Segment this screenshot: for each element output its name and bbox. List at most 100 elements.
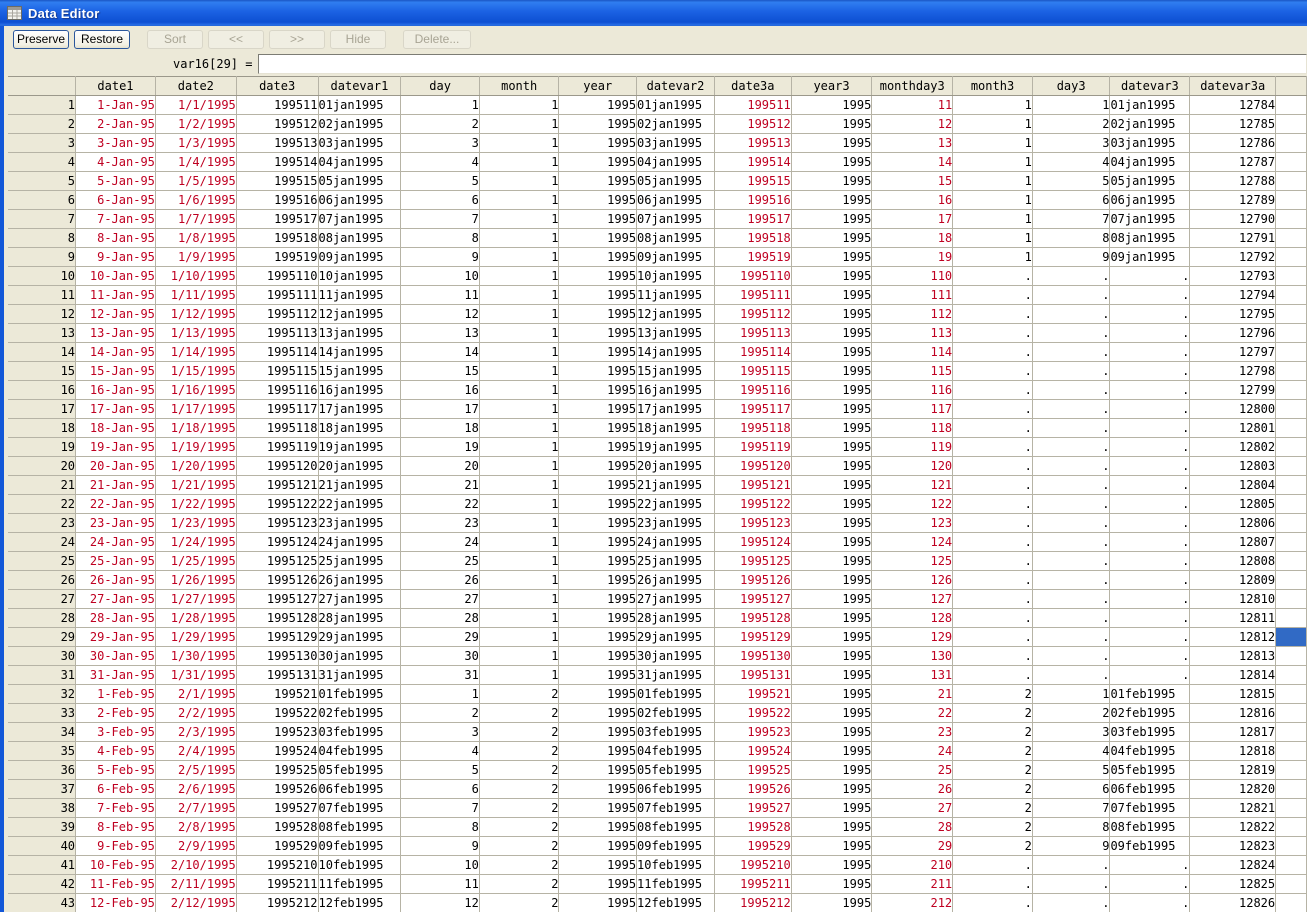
cell-datevar3a[interactable]: 12826 bbox=[1189, 893, 1277, 912]
cell-datevar1[interactable]: 11jan1995 bbox=[318, 285, 402, 305]
cell-date3a[interactable]: 199511 bbox=[714, 95, 792, 115]
cell-datevar3a[interactable]: 12824 bbox=[1189, 855, 1277, 875]
cell-date3a[interactable]: 199521 bbox=[714, 684, 792, 704]
row-number[interactable]: 29 bbox=[8, 627, 77, 647]
row-number[interactable]: 39 bbox=[8, 817, 77, 837]
cell-month3[interactable]: 2 bbox=[952, 741, 1033, 761]
cell-day[interactable]: 1 bbox=[400, 684, 480, 704]
cell-datevar1[interactable]: 01feb1995 bbox=[318, 684, 402, 704]
cell-date3[interactable]: 1995124 bbox=[236, 532, 319, 552]
shift-right-button[interactable]: >> bbox=[269, 29, 325, 49]
cell-datevar3a[interactable]: 12805 bbox=[1189, 494, 1277, 514]
cell-datevar1[interactable]: 17jan1995 bbox=[318, 399, 402, 419]
cell-month[interactable]: 2 bbox=[479, 893, 560, 912]
cell-date2[interactable]: 1/19/1995 bbox=[155, 437, 237, 457]
cell-datevar2[interactable]: 28jan1995 bbox=[636, 608, 715, 628]
cell-year[interactable]: 1995 bbox=[558, 646, 638, 666]
cell-year[interactable]: 1995 bbox=[558, 627, 638, 647]
row-number[interactable]: 20 bbox=[8, 456, 77, 476]
cell-datevar2[interactable]: 13jan1995 bbox=[636, 323, 715, 343]
cell-day3[interactable]: 7 bbox=[1032, 209, 1111, 229]
cell-datevar1[interactable]: 25jan1995 bbox=[318, 551, 402, 571]
cell-month[interactable]: 1 bbox=[479, 209, 560, 229]
cell-datevar2[interactable]: 03jan1995 bbox=[636, 133, 715, 153]
cell-month[interactable]: 2 bbox=[479, 684, 560, 704]
cell-month3[interactable]: 2 bbox=[952, 684, 1033, 704]
row-number[interactable]: 6 bbox=[8, 190, 77, 210]
cell-date2[interactable]: 1/17/1995 bbox=[155, 399, 237, 419]
cell-empty[interactable] bbox=[1275, 171, 1307, 191]
cell-empty[interactable] bbox=[1275, 399, 1307, 419]
cell-datevar3a[interactable]: 12809 bbox=[1189, 570, 1277, 590]
cell-date2[interactable]: 2/4/1995 bbox=[155, 741, 237, 761]
cell-datevar3[interactable]: . bbox=[1109, 627, 1191, 647]
cell-date3[interactable]: 199517 bbox=[236, 209, 319, 229]
cell-monthday3[interactable]: 29 bbox=[871, 836, 954, 856]
cell-month[interactable]: 1 bbox=[479, 304, 560, 324]
cell-day3[interactable]: . bbox=[1032, 874, 1111, 894]
cell-day[interactable]: 9 bbox=[400, 836, 480, 856]
cell-datevar1[interactable]: 20jan1995 bbox=[318, 456, 402, 476]
cell-date2[interactable]: 1/14/1995 bbox=[155, 342, 237, 362]
cell-month[interactable]: 1 bbox=[479, 532, 560, 552]
cell-date1[interactable]: 3-Feb-95 bbox=[75, 722, 156, 742]
cell-date3a[interactable]: 1995123 bbox=[714, 513, 792, 533]
cell-day[interactable]: 4 bbox=[400, 152, 480, 172]
cell-day[interactable]: 12 bbox=[400, 304, 480, 324]
cell-year3[interactable]: 1995 bbox=[791, 532, 873, 552]
column-header-date1[interactable]: date1 bbox=[75, 76, 156, 96]
cell-month3[interactable]: . bbox=[952, 551, 1033, 571]
cell-datevar3[interactable]: 05jan1995 bbox=[1109, 171, 1191, 191]
cell-monthday3[interactable]: 110 bbox=[871, 266, 954, 286]
cell-datevar3a[interactable]: 12818 bbox=[1189, 741, 1277, 761]
cell-monthday3[interactable]: 118 bbox=[871, 418, 954, 438]
cell-datevar3a[interactable]: 12795 bbox=[1189, 304, 1277, 324]
cell-year3[interactable]: 1995 bbox=[791, 855, 873, 875]
cell-day3[interactable]: . bbox=[1032, 475, 1111, 495]
row-number[interactable]: 14 bbox=[8, 342, 77, 362]
cell-year[interactable]: 1995 bbox=[558, 665, 638, 685]
cell-month[interactable]: 1 bbox=[479, 399, 560, 419]
cell-date2[interactable]: 1/12/1995 bbox=[155, 304, 237, 324]
row-number[interactable]: 25 bbox=[8, 551, 77, 571]
cell-day[interactable]: 28 bbox=[400, 608, 480, 628]
cell-month[interactable]: 1 bbox=[479, 285, 560, 305]
cell-empty[interactable] bbox=[1275, 456, 1307, 476]
cell-day3[interactable]: 8 bbox=[1032, 228, 1111, 248]
cell-date3a[interactable]: 1995110 bbox=[714, 266, 792, 286]
cell-date1[interactable]: 2-Jan-95 bbox=[75, 114, 156, 134]
cell-year3[interactable]: 1995 bbox=[791, 323, 873, 343]
cell-date3[interactable]: 199511 bbox=[236, 95, 319, 115]
cell-year[interactable]: 1995 bbox=[558, 570, 638, 590]
cell-month3[interactable]: 2 bbox=[952, 722, 1033, 742]
cell-date3[interactable]: 1995125 bbox=[236, 551, 319, 571]
cell-datevar3a[interactable]: 12823 bbox=[1189, 836, 1277, 856]
cell-day3[interactable]: . bbox=[1032, 342, 1111, 362]
cell-month[interactable]: 2 bbox=[479, 855, 560, 875]
cell-date3a[interactable]: 1995131 bbox=[714, 665, 792, 685]
cell-date1[interactable]: 19-Jan-95 bbox=[75, 437, 156, 457]
cell-month3[interactable]: . bbox=[952, 456, 1033, 476]
cell-datevar3a[interactable]: 12806 bbox=[1189, 513, 1277, 533]
cell-date2[interactable]: 2/2/1995 bbox=[155, 703, 237, 723]
cell-datevar3a[interactable]: 12785 bbox=[1189, 114, 1277, 134]
cell-date3[interactable]: 199512 bbox=[236, 114, 319, 134]
cell-datevar3[interactable]: . bbox=[1109, 494, 1191, 514]
cell-year[interactable]: 1995 bbox=[558, 684, 638, 704]
cell-year3[interactable]: 1995 bbox=[791, 209, 873, 229]
cell-year3[interactable]: 1995 bbox=[791, 95, 873, 115]
cell-empty[interactable] bbox=[1275, 285, 1307, 305]
row-number[interactable]: 4 bbox=[8, 152, 77, 172]
cell-year[interactable]: 1995 bbox=[558, 342, 638, 362]
cell-monthday3[interactable]: 210 bbox=[871, 855, 954, 875]
cell-year3[interactable]: 1995 bbox=[791, 551, 873, 571]
cell-month[interactable]: 2 bbox=[479, 779, 560, 799]
row-number[interactable]: 36 bbox=[8, 760, 77, 780]
cell-datevar1[interactable]: 02jan1995 bbox=[318, 114, 402, 134]
row-number[interactable]: 15 bbox=[8, 361, 77, 381]
cell-month[interactable]: 1 bbox=[479, 323, 560, 343]
cell-datevar3[interactable]: . bbox=[1109, 418, 1191, 438]
row-number[interactable]: 2 bbox=[8, 114, 77, 134]
cell-datevar3a[interactable]: 12786 bbox=[1189, 133, 1277, 153]
cell-month3[interactable]: . bbox=[952, 589, 1033, 609]
